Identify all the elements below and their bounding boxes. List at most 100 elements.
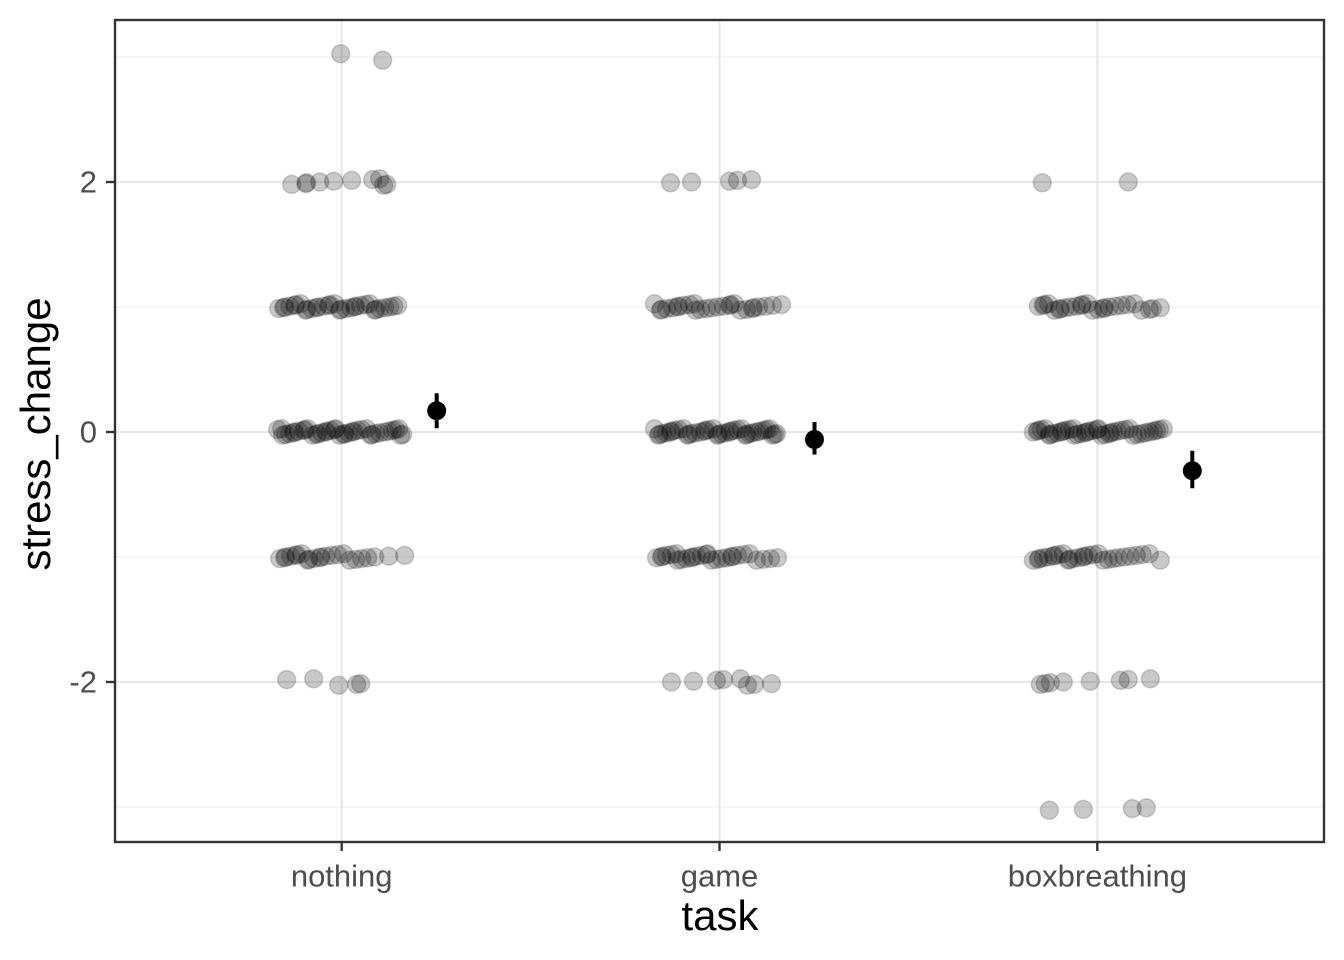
jitter-point bbox=[652, 546, 673, 566]
jitter-point bbox=[1043, 423, 1064, 444]
jitter-point bbox=[730, 300, 751, 320]
jitter-point bbox=[345, 549, 366, 570]
jitter-point bbox=[275, 547, 296, 567]
jitter-point bbox=[1093, 298, 1114, 319]
jitter-point bbox=[656, 423, 677, 443]
jitter-point bbox=[291, 544, 312, 564]
jitter-point bbox=[1059, 419, 1080, 440]
jitter-point bbox=[346, 674, 367, 695]
jitter-point bbox=[671, 549, 692, 570]
jitter-point bbox=[1127, 424, 1148, 445]
jitter-point bbox=[1068, 548, 1089, 568]
x-axis-title: task bbox=[681, 892, 759, 939]
jitter-point bbox=[374, 298, 395, 318]
jitter-point bbox=[1118, 172, 1139, 192]
jitter-point bbox=[1034, 294, 1055, 315]
jitter-point bbox=[309, 548, 330, 568]
jitter-point bbox=[719, 171, 740, 191]
jitter-point bbox=[379, 297, 400, 317]
jitter-point bbox=[1039, 800, 1060, 820]
jitter-point bbox=[344, 297, 365, 317]
jitter-point bbox=[301, 298, 322, 319]
jitter-point bbox=[306, 424, 327, 445]
jitter-point bbox=[764, 424, 785, 445]
jitter-point bbox=[662, 298, 683, 318]
jitter-point bbox=[1029, 548, 1050, 569]
jitter-point bbox=[296, 299, 317, 320]
jitter-point bbox=[727, 170, 748, 191]
x-tick-label-game: game bbox=[681, 859, 759, 894]
jitter-point bbox=[1117, 294, 1138, 315]
jitter-point bbox=[1110, 670, 1131, 691]
jitter-point bbox=[1100, 423, 1121, 443]
jitter-point bbox=[328, 675, 349, 695]
jitter-point bbox=[686, 546, 707, 566]
jitter-point bbox=[315, 546, 336, 566]
jitter-point bbox=[281, 174, 302, 195]
mean-point bbox=[805, 430, 824, 449]
jitter-point bbox=[1150, 298, 1171, 318]
jitter-point bbox=[324, 294, 345, 314]
jitter-point bbox=[651, 547, 672, 567]
jitter-point bbox=[664, 420, 685, 441]
jitter-point bbox=[731, 419, 752, 439]
jitter-point bbox=[1035, 419, 1056, 439]
jitter-point bbox=[1118, 669, 1139, 690]
jitter-point bbox=[667, 297, 688, 317]
jitter-point bbox=[323, 171, 344, 191]
jitter-point bbox=[1051, 422, 1072, 442]
jitter-point bbox=[284, 295, 305, 316]
jitter-point bbox=[1114, 547, 1135, 567]
jitter-point bbox=[1088, 299, 1109, 320]
jitter-point bbox=[1049, 299, 1070, 320]
jitter-point bbox=[294, 419, 315, 440]
jitter-point bbox=[1030, 674, 1051, 695]
jitter-point bbox=[372, 50, 393, 70]
jitter-point bbox=[771, 294, 792, 315]
jitter-point bbox=[1087, 419, 1108, 440]
jitter-point bbox=[320, 420, 341, 441]
jitter-point bbox=[1033, 295, 1054, 316]
jitter-point bbox=[1064, 425, 1085, 445]
jitter-point bbox=[1040, 673, 1061, 693]
jitter-point bbox=[268, 298, 289, 319]
jitter-point bbox=[1126, 545, 1147, 566]
jitter-point bbox=[678, 424, 699, 445]
jitter-point bbox=[340, 298, 361, 318]
jitter-point bbox=[661, 421, 682, 441]
jitter-point bbox=[333, 424, 354, 445]
jitter-point bbox=[1140, 669, 1161, 689]
jitter-point bbox=[307, 423, 328, 444]
jitter-point bbox=[303, 669, 324, 689]
jitter-point bbox=[369, 298, 390, 319]
jitter-point bbox=[271, 419, 292, 439]
jitter-point bbox=[1039, 425, 1060, 445]
jitter-point bbox=[351, 548, 372, 569]
jitter-point bbox=[373, 175, 394, 195]
jitter-point bbox=[644, 419, 665, 439]
jitter-point bbox=[1038, 294, 1059, 314]
jitter-point bbox=[1050, 298, 1071, 319]
jitter-point bbox=[1040, 424, 1061, 445]
jitter-point bbox=[644, 294, 665, 314]
jitter-point bbox=[736, 299, 757, 320]
jitter-point bbox=[724, 294, 745, 314]
jitter-point bbox=[315, 422, 336, 442]
jitter-point bbox=[392, 424, 413, 445]
jitter-point bbox=[681, 548, 702, 568]
jitter-point bbox=[720, 421, 741, 441]
jitter-point bbox=[1120, 546, 1141, 566]
jitter-point bbox=[685, 300, 706, 320]
jitter-point bbox=[1132, 544, 1153, 565]
jitter-point bbox=[701, 298, 722, 318]
jitter-point bbox=[274, 297, 295, 317]
jitter-point bbox=[1107, 421, 1128, 441]
jitter-point bbox=[1079, 421, 1100, 441]
jitter-point bbox=[761, 673, 782, 694]
jitter-point bbox=[719, 422, 740, 442]
jitter-point bbox=[297, 419, 318, 439]
jitter-point bbox=[1047, 423, 1068, 443]
jitter-point bbox=[735, 425, 756, 445]
jitter-point bbox=[290, 294, 311, 314]
